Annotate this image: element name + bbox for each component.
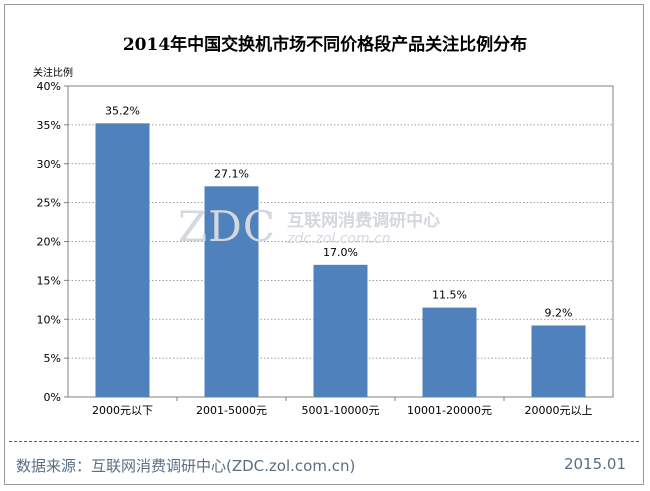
bar <box>313 264 368 397</box>
publish-date: 2015.01 <box>563 455 626 473</box>
x-tick-label: 2000元以下 <box>92 404 153 417</box>
x-tick-label: 5001-10000元 <box>302 404 380 417</box>
x-tick-label: 20000元以上 <box>525 404 593 417</box>
y-tick-label: 25% <box>37 197 61 210</box>
data-label: 9.2% <box>545 306 573 319</box>
bar <box>531 325 586 397</box>
y-tick-label: 15% <box>37 274 61 287</box>
y-tick-label: 20% <box>37 236 61 249</box>
chart-title: 2014年中国交换机市场不同价格段产品关注比例分布 <box>122 35 528 55</box>
y-tick-label: 40% <box>37 80 61 93</box>
data-label: 11.5% <box>432 289 467 302</box>
data-source: 数据来源：互联网消费调研中心(ZDC.zol.com.cn) <box>16 457 356 475</box>
x-tick-label: 2001-5000元 <box>196 404 267 417</box>
data-label: 35.2% <box>105 104 140 117</box>
bar <box>422 307 477 397</box>
bar <box>95 123 150 397</box>
y-tick-label: 10% <box>37 313 61 326</box>
y-tick-label: 35% <box>37 119 61 132</box>
y-axis-label: 关注比例 <box>33 68 73 79</box>
data-label: 27.1% <box>214 167 249 180</box>
y-tick-label: 0% <box>44 391 61 404</box>
y-tick-label: 30% <box>37 158 61 171</box>
data-label: 17.0% <box>323 246 358 259</box>
footer-divider <box>9 441 639 442</box>
bar <box>204 186 259 397</box>
y-tick-label: 5% <box>44 352 61 365</box>
x-tick-label: 10001-20000元 <box>407 404 492 417</box>
